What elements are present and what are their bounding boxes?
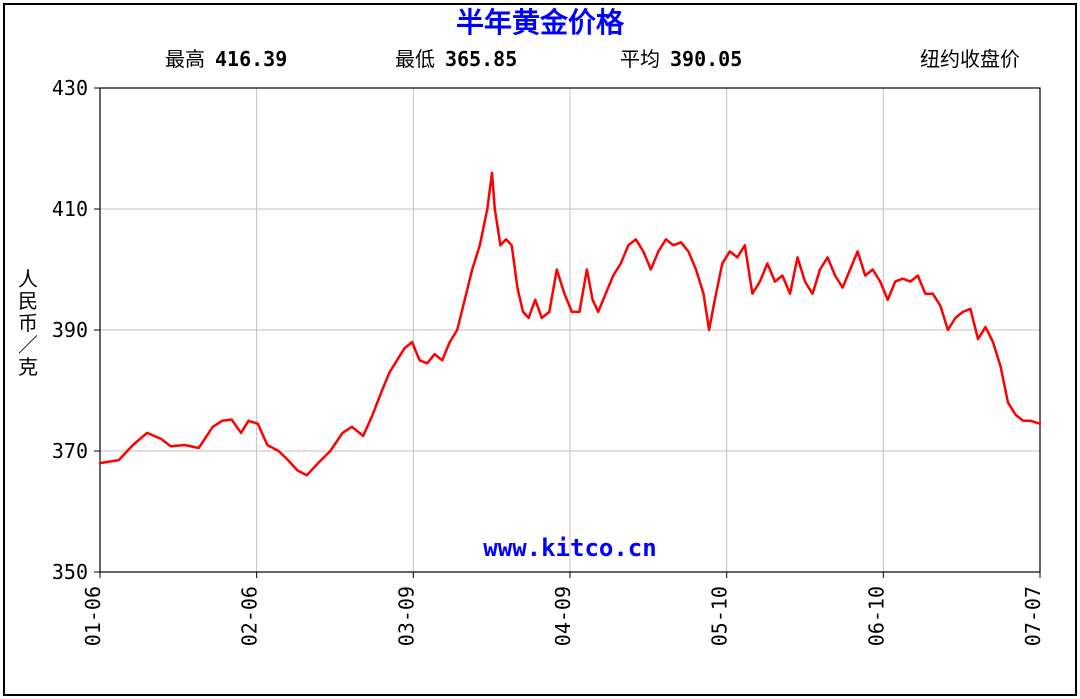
svg-text:最低: 最低 (395, 47, 435, 71)
stat-high: 最高 416.39 (165, 47, 287, 71)
y-axis-label: 人 (18, 267, 38, 291)
x-tick-label: 05-10 (708, 586, 732, 646)
chart-container: { "chart": { "type": "line", "title": "半… (0, 0, 1080, 699)
svg-text:390.05: 390.05 (670, 47, 742, 71)
y-axis-label: ／ (18, 333, 38, 357)
y-tick-label: 390 (52, 318, 88, 342)
x-tick-label: 03-09 (394, 586, 418, 646)
y-axis-label: 民 (18, 289, 38, 313)
y-tick-label: 370 (52, 439, 88, 463)
watermark: www.kitco.cn (483, 534, 656, 562)
svg-text:416.39: 416.39 (215, 47, 287, 71)
chart-title: 半年黄金价格 (456, 6, 625, 39)
y-axis-label: 克 (18, 355, 38, 379)
svg-text:365.85: 365.85 (445, 47, 517, 71)
stat-low: 最低 365.85 (395, 47, 517, 71)
y-tick-label: 430 (52, 76, 88, 100)
stat-avg: 平均 390.05 (620, 47, 742, 71)
y-axis-label: 币 (18, 311, 38, 335)
x-tick-label: 01-06 (81, 586, 105, 646)
y-tick-label: 410 (52, 197, 88, 221)
x-tick-label: 07-07 (1021, 586, 1045, 646)
x-tick-label: 06-10 (864, 586, 888, 646)
x-tick-label: 02-06 (238, 586, 262, 646)
x-tick-label: 04-09 (551, 586, 575, 646)
chart-svg: 350 370 390 410 430 01-06 02-06 03-09 04-09 05-10… (0, 0, 1080, 699)
svg-text:平均: 平均 (620, 47, 660, 71)
y-tick-label: 350 (52, 560, 88, 584)
stat-close-label: 纽约收盘价 (920, 47, 1020, 71)
svg-text:最高: 最高 (165, 47, 205, 71)
